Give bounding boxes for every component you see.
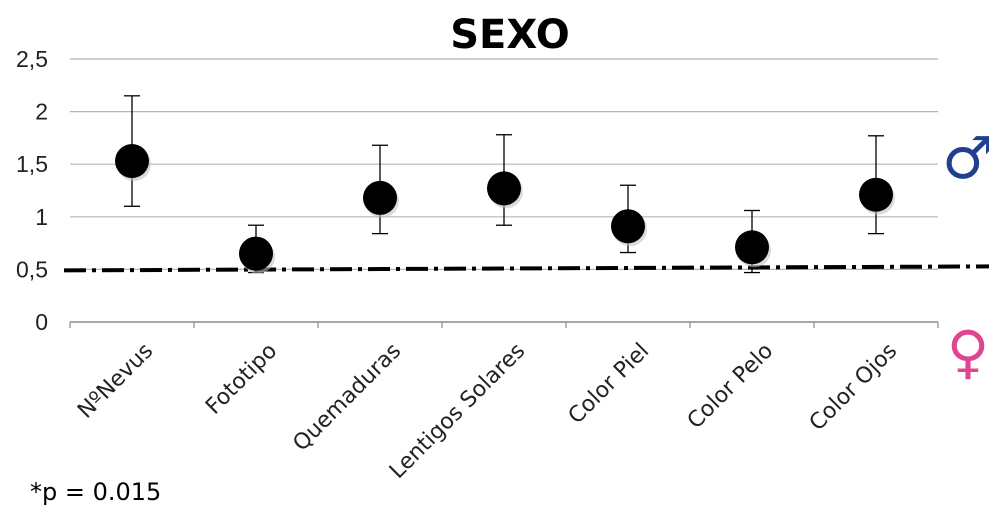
y-tick-label: 0 [35, 309, 48, 335]
chart-title: SEXO [450, 12, 570, 58]
y-tick-label: 1 [35, 204, 48, 230]
x-tick-label: Color Piel [564, 339, 654, 429]
p-value-annotation: *p = 0.015 [30, 478, 161, 505]
x-tick-label: Lentigos Solares [385, 339, 530, 484]
x-tick-label: Color Ojos [805, 339, 902, 436]
y-axis: 0 0,5 1 1,5 2 2,5 [16, 46, 48, 335]
male-symbol: ♂ [942, 124, 989, 192]
x-tick-label: Fototipo [201, 339, 282, 420]
female-symbol: ♀ [947, 318, 989, 386]
data-point [611, 209, 645, 244]
data-point [115, 144, 149, 179]
y-tick-label: 2,5 [16, 46, 48, 72]
data-point [239, 236, 273, 271]
x-tick-label: NºNevus [73, 339, 158, 424]
x-tick-label: Quemaduras [288, 339, 406, 457]
x-tick-label: Color Pelo [683, 339, 778, 434]
y-tick-label: 2 [35, 99, 48, 125]
y-tick-label: 0,5 [16, 256, 48, 282]
data-points [115, 144, 895, 274]
data-point [487, 171, 521, 206]
data-point [859, 177, 893, 212]
reference-line [63, 264, 989, 273]
data-point [363, 180, 397, 215]
data-point [735, 230, 769, 265]
y-tick-label: 1,5 [16, 151, 48, 177]
